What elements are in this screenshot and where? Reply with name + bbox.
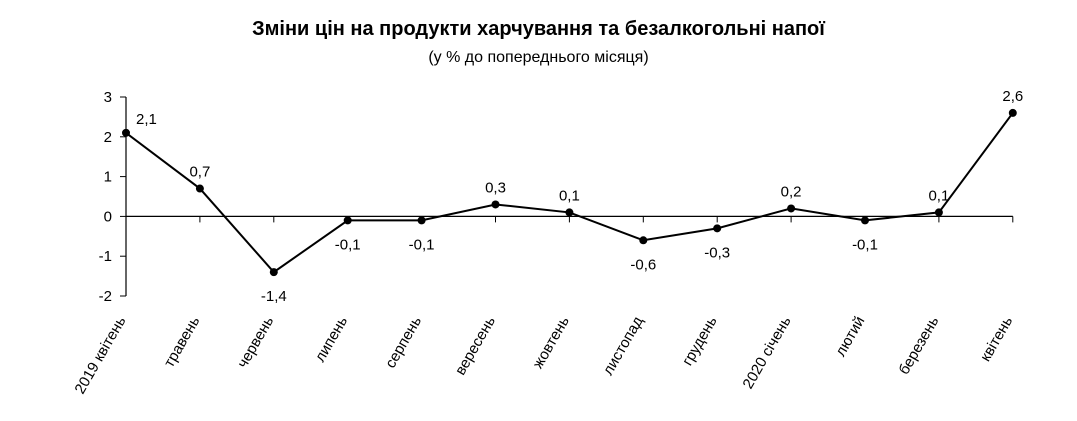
x-tick-label: травень <box>161 313 204 370</box>
x-tick-label: березень <box>896 313 943 377</box>
x-tick-label: серпень <box>382 313 425 371</box>
data-point <box>787 204 796 213</box>
data-point <box>861 216 869 225</box>
data-point <box>713 224 722 233</box>
x-tick-label: грудень <box>679 313 721 368</box>
data-label: 0,3 <box>485 179 506 196</box>
x-tick-label: вересень <box>452 313 499 378</box>
y-tick-label: 3 <box>104 89 112 106</box>
x-tick-label: червень <box>234 313 277 371</box>
data-point <box>639 236 648 245</box>
x-tick-label: листопад <box>600 313 647 378</box>
data-label: 0,7 <box>189 164 210 181</box>
chart-title: Зміни цін на продукти харчування та беза… <box>252 18 825 40</box>
data-label: -1,4 <box>261 288 287 305</box>
data-label: -0,1 <box>852 236 878 253</box>
data-label: 0,1 <box>928 187 949 204</box>
data-point <box>565 208 574 217</box>
x-tick-label: лютий <box>832 314 868 360</box>
data-label: -0,1 <box>335 236 361 253</box>
y-tick-label: -2 <box>99 288 112 305</box>
data-label: 0,1 <box>559 187 580 204</box>
data-point <box>934 208 943 217</box>
data-point <box>343 216 352 225</box>
y-tick-label: 1 <box>104 169 112 186</box>
y-tick-label: 2 <box>104 129 112 146</box>
data-label: 0,2 <box>781 183 802 200</box>
x-tick-label: 2020 січень <box>740 313 795 391</box>
y-tick-label: 0 <box>104 208 112 225</box>
data-label: 2,1 <box>136 111 157 128</box>
chart-subtitle: (у % до попереднього місяця) <box>428 49 649 66</box>
y-tick-label: -1 <box>99 248 112 265</box>
data-point <box>417 216 426 225</box>
data-label: -0,3 <box>704 244 730 261</box>
x-tick-label: жовтень <box>530 313 573 371</box>
data-point <box>1008 108 1017 117</box>
data-point <box>491 200 500 209</box>
data-label: -0,1 <box>409 236 435 253</box>
x-tick-label: липень <box>312 313 352 365</box>
data-label: 2,6 <box>1002 88 1023 105</box>
data-point <box>122 128 130 137</box>
data-label: -0,6 <box>630 256 656 273</box>
data-point <box>269 268 278 277</box>
data-point <box>195 184 204 193</box>
x-tick-label: квітень <box>977 313 1016 364</box>
x-tick-label: 2019 квітень <box>71 313 129 397</box>
